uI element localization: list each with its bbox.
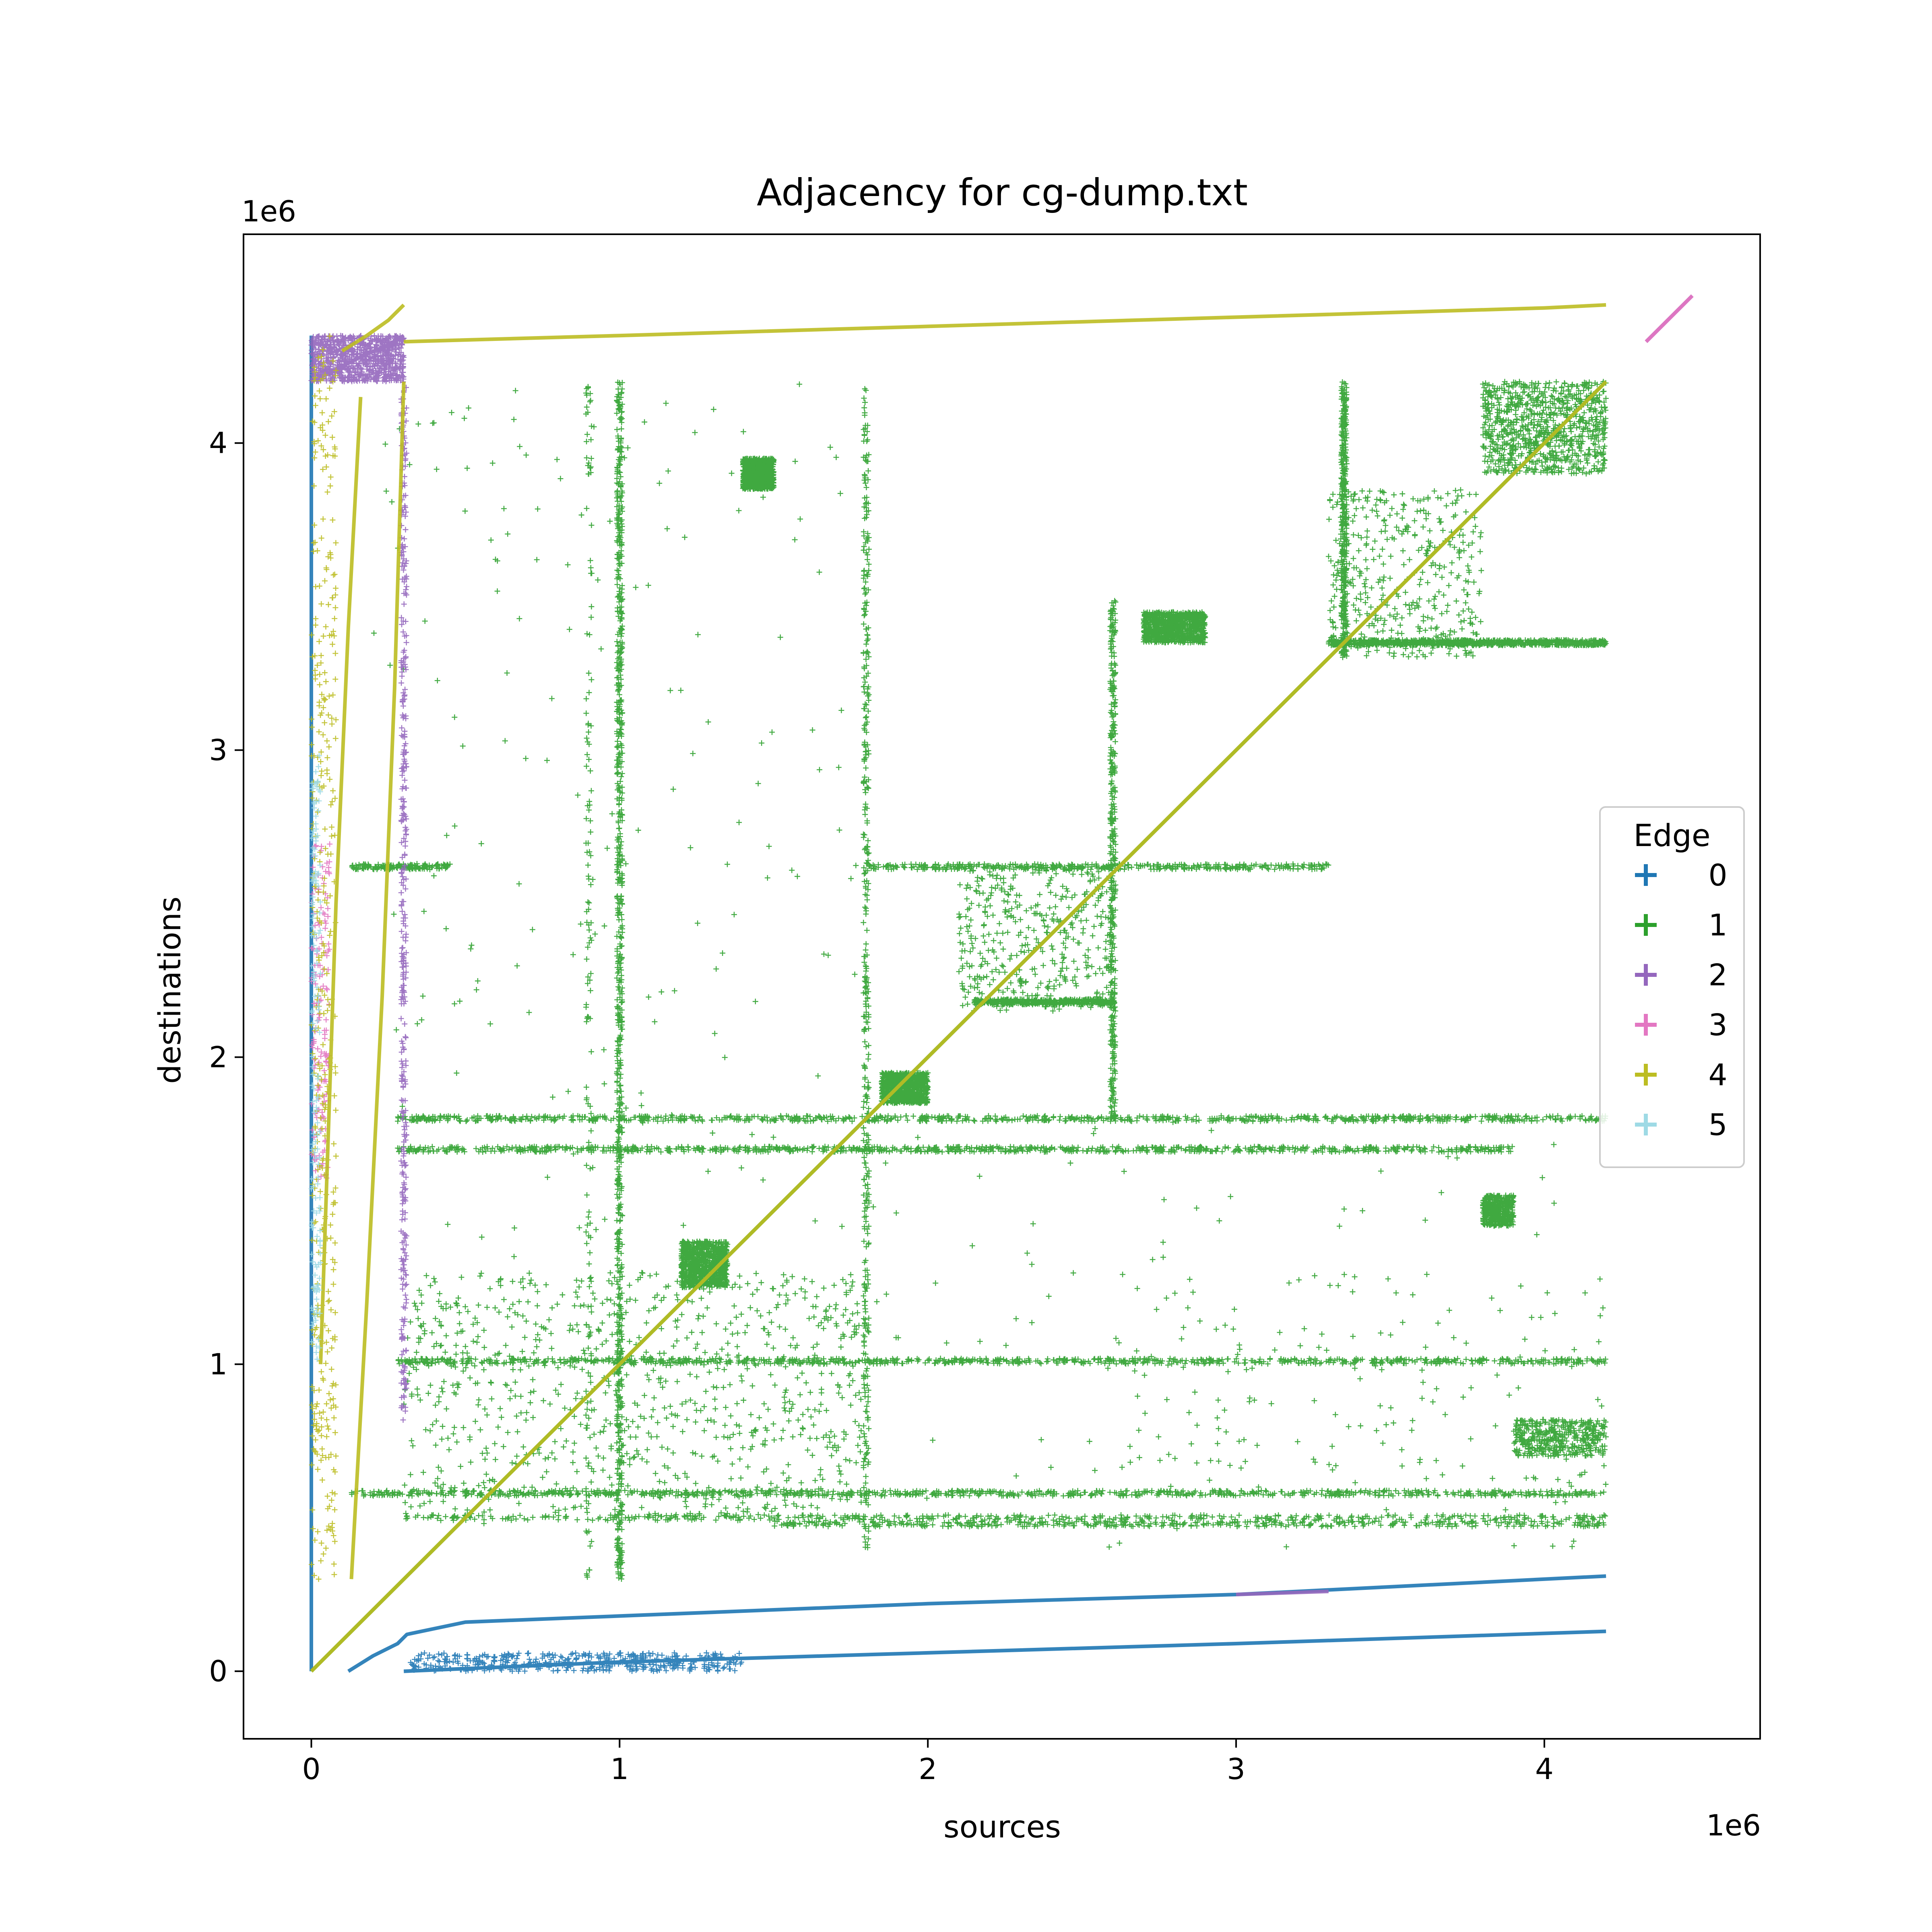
y-axis-label: destinations [152, 896, 188, 1084]
y-offset-label: 1e6 [242, 194, 296, 228]
x-offset-label: 1e6 [1706, 1808, 1761, 1842]
x-axis-label: sources [943, 1809, 1061, 1845]
chart-title: Adjacency for cg-dump.txt [757, 171, 1248, 214]
